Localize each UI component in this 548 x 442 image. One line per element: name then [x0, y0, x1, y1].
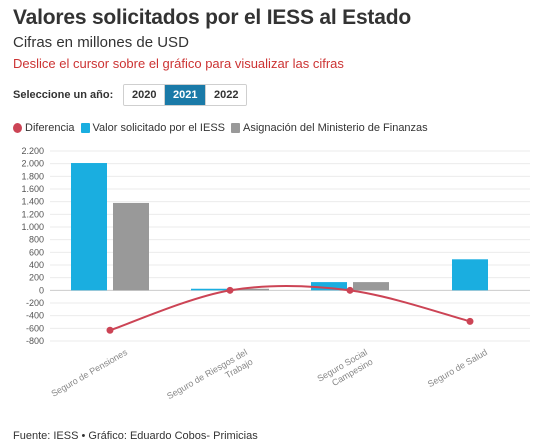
line-point [226, 286, 234, 294]
year-button-group: 2020 2021 2022 [123, 83, 248, 106]
y-tick-label: 800 [29, 235, 44, 245]
y-tick-label: -400 [26, 311, 44, 321]
x-tick-label: Seguro SocialCampesino [315, 347, 374, 393]
legend-label-diferencia: Diferencia [25, 122, 75, 134]
y-tick-label: 1.800 [21, 171, 44, 181]
y-tick-label: 2.200 [21, 146, 44, 156]
line-point [346, 286, 354, 294]
bar [71, 163, 107, 291]
hover-hint: Deslice el cursor sobre el gráfico para … [13, 56, 344, 71]
year-button-2021[interactable]: 2021 [165, 84, 207, 105]
bar [311, 282, 347, 291]
year-selector-label: Seleccione un año: [13, 88, 114, 101]
chart-title: Valores solicitados por el IESS al Estad… [13, 6, 411, 29]
y-tick-label: 1.200 [21, 209, 44, 219]
y-tick-label: 600 [29, 247, 44, 257]
chart-subtitle: Cifras en millones de USD [13, 34, 189, 51]
legend-swatch-diferencia [13, 123, 22, 133]
y-tick-label: -200 [26, 298, 44, 308]
chart-legend: Diferencia Valor solicitado por el IESS … [13, 122, 434, 134]
bar [233, 288, 269, 291]
legend-item-diferencia[interactable]: Diferencia [13, 122, 75, 134]
y-tick-label: 200 [29, 273, 44, 283]
y-tick-label: 1.000 [21, 222, 44, 232]
legend-label-asignacion: Asignación del Ministerio de Finanzas [243, 122, 428, 134]
legend-swatch-asignacion [231, 123, 241, 133]
legend-item-asignacion[interactable]: Asignación del Ministerio de Finanzas [231, 122, 428, 134]
y-tick-label: -600 [26, 323, 44, 333]
source-credit: Fuente: IESS • Gráfico: Eduardo Cobos- P… [13, 430, 258, 442]
legend-label-valor-solicitado: Valor solicitado por el IESS [92, 122, 226, 134]
year-selector: Seleccione un año: 2020 2021 2022 [13, 83, 248, 106]
y-tick-label: 1.400 [21, 197, 44, 207]
chart-canvas: 2.200 2.000 1.800 1.600 1.400 1.200 1.000 800 60… [21, 146, 530, 411]
bar [452, 259, 488, 291]
year-button-2022[interactable]: 2022 [206, 84, 247, 105]
y-tick-label: 400 [29, 260, 44, 270]
bar [353, 282, 389, 291]
x-tick-label: Seguro de Pensiones [49, 347, 129, 399]
y-tick-label: 1.600 [21, 184, 44, 194]
line-point [466, 317, 474, 325]
bar [113, 202, 149, 291]
x-tick-label: Seguro de Riesgos delTrabajo [165, 347, 254, 411]
y-tick-label: 0 [39, 285, 44, 295]
y-tick-label: -800 [26, 336, 44, 346]
x-tick-label: Seguro de Salud [426, 347, 489, 389]
line-point [106, 326, 114, 334]
legend-swatch-valor-solicitado [80, 123, 90, 133]
bar [191, 288, 227, 291]
legend-item-valor-solicitado[interactable]: Valor solicitado por el IESS [80, 122, 226, 134]
y-tick-label: 2.000 [21, 159, 44, 169]
series-line-diferencia [109, 284, 471, 332]
year-button-2020[interactable]: 2020 [124, 84, 166, 105]
